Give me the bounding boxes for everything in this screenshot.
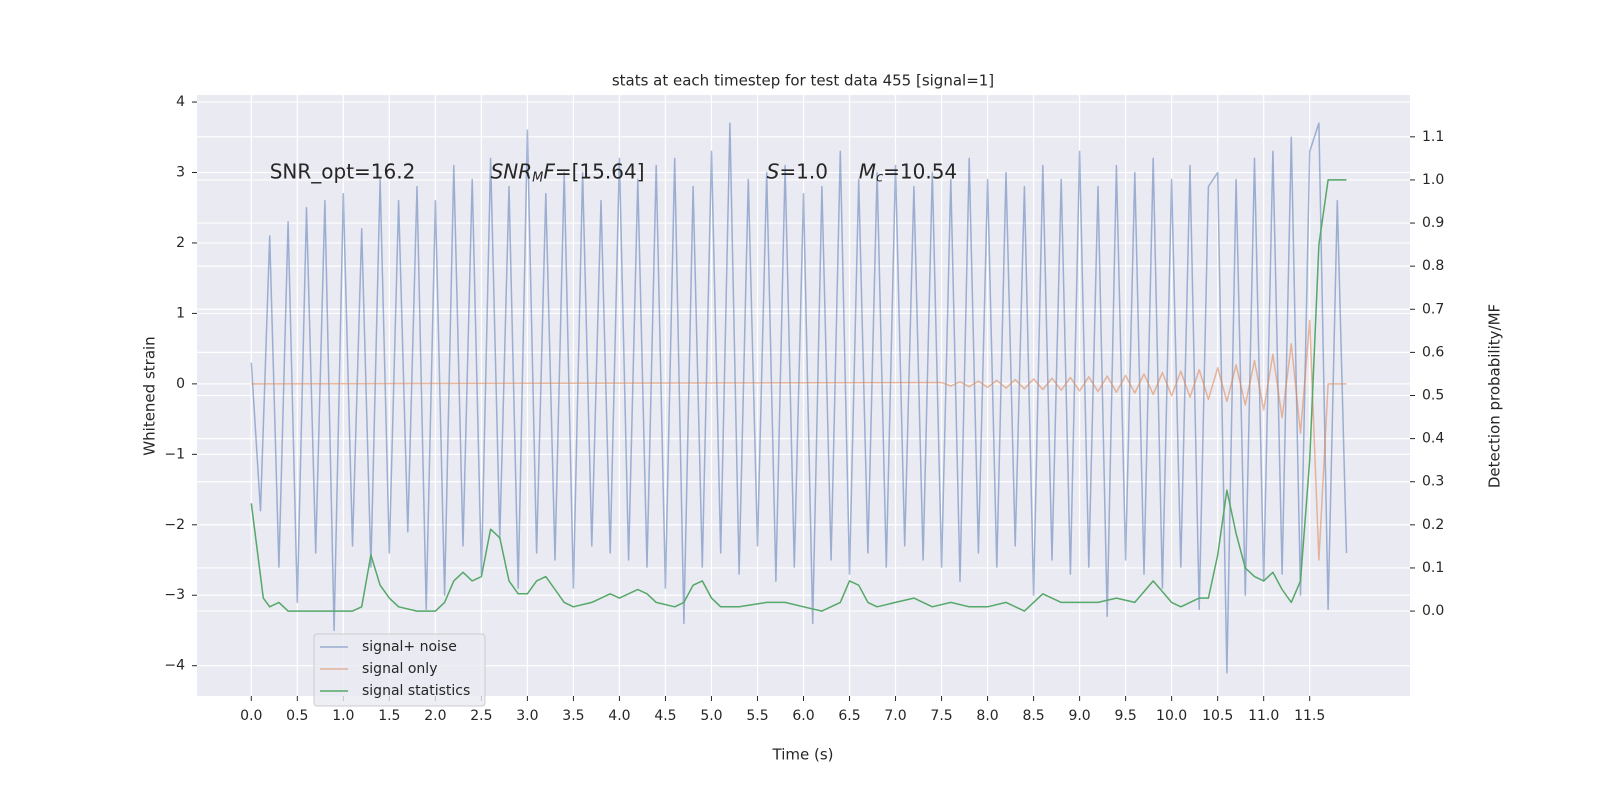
annotation-part: =10.54 — [883, 159, 957, 183]
x-tick-label: 8.5 — [1022, 708, 1044, 724]
annotation-part: c — [876, 170, 883, 185]
x-tick-label: 3.0 — [516, 708, 538, 724]
x-tick-label: 6.5 — [838, 708, 860, 724]
x-tick-label: 10.0 — [1156, 708, 1187, 724]
y2-tick-label: 1.1 — [1422, 129, 1444, 145]
annotation-part: F — [543, 159, 555, 183]
annotation-part: SNR — [491, 159, 533, 183]
y-tick-label: −3 — [164, 587, 185, 603]
annotation-part: SNR_opt=16.2 — [270, 159, 416, 183]
x-tick-label: 10.5 — [1202, 708, 1233, 724]
y2-tick-label: 0.2 — [1422, 517, 1444, 533]
y2-tick-label: 0.5 — [1422, 388, 1444, 404]
annotation: S=1.0 — [767, 159, 828, 183]
x-tick-label: 4.5 — [654, 708, 676, 724]
y2-tick-label: 0.7 — [1422, 301, 1444, 317]
x-tick-label: 3.5 — [562, 708, 584, 724]
series-line — [250, 122, 1348, 674]
legend-label: signal only — [362, 661, 437, 677]
annotation: Mc=10.54 — [859, 159, 957, 185]
annotation-part: =1.0 — [779, 159, 828, 183]
legend-label: signal statistics — [362, 683, 470, 699]
x-tick-label: 0.5 — [286, 708, 308, 724]
chart-title: stats at each timestep for test data 455… — [612, 72, 994, 90]
y2-tick-label: 0.9 — [1422, 215, 1444, 231]
x-tick-label: 9.0 — [1068, 708, 1090, 724]
y-tick-label: −2 — [164, 517, 185, 533]
x-tick-label: 0.0 — [240, 708, 262, 724]
y-tick-label: −4 — [164, 658, 185, 674]
x-tick-label: 5.5 — [746, 708, 768, 724]
legend-box — [313, 633, 486, 707]
y-axis-label: Whitened strain — [141, 336, 159, 455]
y-tick-label: 0 — [176, 376, 185, 392]
x-tick-label: 7.0 — [884, 708, 906, 724]
x-axis-label: Time (s) — [772, 746, 834, 764]
x-tick-label: 4.0 — [608, 708, 630, 724]
y-tick-label: 1 — [176, 305, 185, 321]
x-tick-label: 6.0 — [792, 708, 814, 724]
y2-tick-label: 0.3 — [1422, 474, 1444, 490]
series-line — [250, 179, 1347, 612]
legend-label: signal+ noise — [362, 639, 457, 655]
y-tick-label: 3 — [176, 165, 185, 181]
x-tick-label: 2.5 — [470, 708, 492, 724]
x-tick-label: 11.5 — [1294, 708, 1325, 724]
y2-tick-label: 0.6 — [1422, 344, 1444, 360]
y2-tick-label: 0.0 — [1422, 603, 1444, 619]
y-tick-label: 4 — [176, 94, 185, 110]
y-tick-label: 2 — [176, 235, 185, 251]
y-tick-label: −1 — [164, 446, 185, 462]
annotation-part: S — [767, 159, 780, 183]
annotation: SNRMF=[15.64] — [491, 159, 645, 185]
x-tick-label: 11.0 — [1248, 708, 1279, 724]
annotation-part: =[15.64] — [555, 159, 645, 183]
x-tick-label: 9.5 — [1114, 708, 1136, 724]
y2-tick-label: 0.8 — [1422, 258, 1444, 274]
y2-tick-label: 1.0 — [1422, 172, 1444, 188]
x-tick-label: 1.0 — [332, 708, 354, 724]
x-tick-label: 1.5 — [378, 708, 400, 724]
x-tick-label: 2.0 — [424, 708, 446, 724]
x-tick-label: 7.5 — [930, 708, 952, 724]
annotation-part: M — [859, 159, 876, 183]
x-tick-label: 8.0 — [976, 708, 998, 724]
annotation-part: M — [532, 170, 543, 185]
y2-axis-label: Detection probability/MF — [1486, 304, 1504, 488]
y2-tick-label: 0.4 — [1422, 431, 1444, 447]
series-line — [251, 319, 1347, 561]
annotation: SNR_opt=16.2 — [270, 159, 416, 183]
y2-tick-label: 0.1 — [1422, 560, 1444, 576]
x-tick-label: 5.0 — [700, 708, 722, 724]
